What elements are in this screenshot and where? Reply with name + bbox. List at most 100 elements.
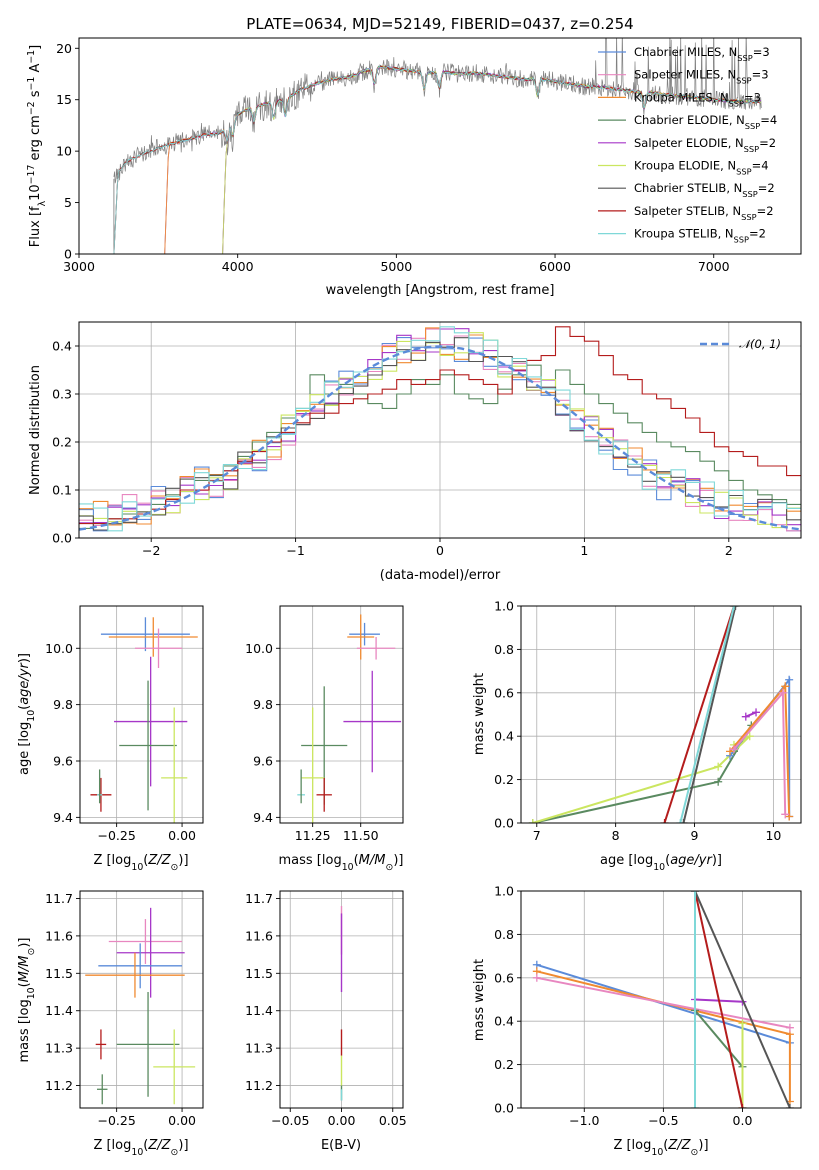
weight-line-salpeter-stelib (694, 891, 744, 1108)
x-tick-label: 7000 (698, 259, 730, 274)
plot-area (113, 38, 762, 254)
y-tick-label: 9.4 (53, 810, 73, 825)
x-tick-label: −1.0 (569, 1113, 599, 1128)
y-tick-label: 11.2 (245, 1078, 273, 1093)
y-tick-label: 0.4 (494, 1014, 514, 1029)
x-tick-label: −0.25 (97, 1113, 135, 1128)
panel-ebv-mass: −0.05 0.00 0.05 11.2 11.3 11.4 11.5 11.6 11.7 E(B… (245, 890, 407, 1153)
y-tick-label: 0.3 (52, 387, 72, 402)
weight-line-salpeter-elodie (745, 711, 757, 718)
x-tick-label: 4000 (222, 259, 254, 274)
y-tick-label: 11.6 (245, 928, 273, 943)
y-tick-label: 9.6 (253, 754, 273, 769)
x-tick-label: 0.05 (379, 1113, 407, 1128)
x-axis-label: Z [log10(Z/Z⊙)] (93, 853, 188, 873)
y-tick-label: 11.5 (245, 966, 273, 981)
x-tick-label: 7 (533, 828, 541, 843)
y-tick-label: 11.7 (45, 891, 73, 906)
plot-area (90, 617, 198, 823)
x-tick-label: 2 (725, 543, 733, 558)
y-tick-label: 1.0 (494, 884, 514, 899)
y-tick-label: 9.4 (253, 810, 273, 825)
x-tick-label: 11.25 (295, 828, 331, 843)
y-tick-label: 11.3 (45, 1041, 73, 1056)
plot-area (532, 891, 794, 1108)
panel-spectrum: 3000 4000 5000 6000 7000 0 5 10 15 20 Chabrier MIL… (26, 37, 802, 298)
legend-entry: Kroupa ELODIE, NSSP=4 (634, 159, 769, 177)
x-tick-label: 0.00 (168, 828, 196, 843)
x-tick-label: 5000 (380, 259, 412, 274)
x-tick-label: 8 (612, 828, 620, 843)
x-tick-label: 9 (691, 828, 699, 843)
marker (729, 606, 738, 610)
x-tick-label: 0 (436, 543, 444, 558)
y-tick-label: 20 (56, 41, 72, 56)
weight-line-chabrier-miles (536, 963, 791, 1044)
model-line-kroupa-stelib (113, 65, 761, 254)
plot-area (528, 606, 794, 823)
y-axis-label: Normed distribution (28, 365, 43, 495)
weight-line-salpeter-stelib (663, 606, 735, 823)
y-tick-label: 15 (56, 92, 72, 107)
figure-title: PLATE=0634, MJD=52149, FIBERID=0437, z=0… (246, 15, 633, 33)
panel-age-weight: 7 8 9 10 0.0 0.2 0.4 0.6 0.8 1.0 age [log10(age/yr… (472, 599, 802, 873)
y-tick-label: 1.0 (494, 599, 514, 614)
y-tick-label: 11.3 (245, 1041, 273, 1056)
weight-line-chabrier-stelib (682, 606, 737, 823)
y-tick-label: 9.8 (253, 697, 273, 712)
y-tick-label: 10 (56, 144, 72, 159)
y-tick-label: 0.0 (494, 1101, 514, 1116)
panel-residuals: −2 −1 0 1 2 0.0 0.1 0.2 0.3 0.4 𝒩(0, 1) (data-model… (28, 321, 802, 583)
x-tick-label: −2 (142, 543, 160, 558)
weight-line-chabrier-elodie (532, 724, 753, 823)
x-tick-label: 1 (580, 543, 588, 558)
marker (778, 688, 787, 697)
x-axis-label: age [log10(age/yr)] (600, 853, 722, 873)
y-tick-label: 10.0 (45, 641, 73, 656)
x-tick-label: −1 (286, 543, 304, 558)
axes-frame (79, 890, 204, 1109)
marker (741, 712, 750, 721)
legend-entry: 𝒩(0, 1) (739, 337, 781, 351)
y-tick-label: 11.4 (245, 1003, 273, 1018)
y-tick-label: 0.1 (52, 483, 72, 498)
marker (691, 1104, 700, 1108)
legend-entry: Salpeter STELIB, NSSP=2 (634, 204, 774, 222)
x-axis-label: Z [log10(Z/Z⊙)] (93, 1138, 188, 1158)
legend-entry: Chabrier STELIB, NSSP=2 (634, 181, 775, 199)
x-tick-label: 0.00 (328, 1113, 356, 1128)
marker (781, 682, 790, 691)
marker (660, 819, 669, 823)
weight-line-chabrier-stelib (694, 891, 791, 1108)
legend-entry: Kroupa STELIB, NSSP=2 (634, 227, 766, 245)
marker (745, 732, 754, 741)
hist-kroupa-elodie (79, 332, 801, 529)
axes-frame (520, 890, 802, 1109)
weight-line-kroupa-miles (729, 683, 791, 817)
marker (532, 973, 541, 982)
y-tick-label: 0 (64, 247, 72, 262)
x-tick-label: 3000 (63, 259, 95, 274)
panel-z-mass: −0.25 0.00 11.2 11.3 11.4 11.5 11.6 11.7 Z [log1… (17, 890, 204, 1158)
marker (676, 819, 685, 823)
x-tick-label: 0.00 (168, 1113, 196, 1128)
legend-entry: Chabrier MILES, NSSP=3 (634, 45, 770, 63)
x-tick-label: 6000 (539, 259, 571, 274)
y-tick-label: 0.8 (494, 642, 514, 657)
y-tick-label: 0.6 (494, 970, 514, 985)
y-tick-label: 0.2 (494, 772, 514, 787)
y-tick-label: 0.6 (494, 685, 514, 700)
y-tick-label: 0.0 (494, 816, 514, 831)
plot-area (79, 326, 801, 532)
x-tick-label: 11.50 (343, 828, 379, 843)
axes-frame (279, 605, 404, 824)
y-tick-label: 11.7 (245, 891, 273, 906)
legend-entry: Kroupa MILES, NSSP=3 (634, 90, 761, 108)
axes-frame (79, 605, 204, 824)
legend-entry: Salpeter MILES, NSSP=3 (634, 68, 769, 86)
y-tick-label: 0.2 (52, 435, 72, 450)
plot-area (297, 614, 402, 823)
y-tick-label: 0.0 (52, 531, 72, 546)
y-axis-label: Flux [fλ10−17 erg cm−2 s−1 A−1] (26, 45, 48, 247)
weight-line-salpeter-miles (536, 976, 791, 1029)
